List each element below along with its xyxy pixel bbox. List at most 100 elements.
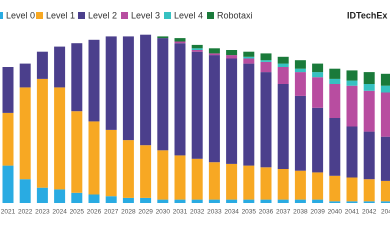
bar-segment xyxy=(243,51,255,57)
x-tick-label: 2039 xyxy=(310,209,325,216)
bar-segment xyxy=(191,199,203,203)
bar-segment xyxy=(294,68,306,73)
bar-segment xyxy=(380,73,390,86)
bar-segment xyxy=(122,36,134,141)
bar-segment xyxy=(346,201,358,203)
bar-segment xyxy=(260,167,272,200)
bar-segment xyxy=(157,38,169,151)
x-tick-label: 2035 xyxy=(242,209,257,216)
bar-segment xyxy=(243,199,255,203)
bar-segment xyxy=(243,165,255,200)
x-tick-label: 2040 xyxy=(328,209,343,216)
bar-segment xyxy=(105,36,117,130)
legend-swatch xyxy=(121,12,128,19)
bar-segment xyxy=(294,72,306,96)
bar-segment xyxy=(226,58,238,164)
bar-segment xyxy=(88,194,100,203)
bar-segment xyxy=(380,85,390,93)
bar-segment xyxy=(243,58,255,64)
bar-segment xyxy=(19,179,31,203)
legend-swatch xyxy=(207,12,214,19)
x-tick-label: 2042 xyxy=(362,209,377,216)
legend-label: Level 1 xyxy=(46,10,75,20)
legend-label: Level 4 xyxy=(174,10,203,20)
bar-segment xyxy=(277,56,289,64)
x-tick-label: 2027 xyxy=(104,209,119,216)
x-tick-label: 204 xyxy=(381,209,390,216)
bar-segment xyxy=(157,36,169,39)
bar-segment xyxy=(260,61,272,73)
bar-segment xyxy=(191,51,203,159)
bar-segment xyxy=(329,78,341,84)
bar-segment xyxy=(277,63,289,67)
legend-label: Level 3 xyxy=(131,10,160,20)
legend-swatch xyxy=(0,12,3,19)
bar-segment xyxy=(346,85,358,127)
bar-segment xyxy=(312,63,324,73)
bar-segment xyxy=(346,70,358,81)
bar-segment xyxy=(329,68,341,79)
logo: IDTechEx xyxy=(347,10,387,20)
bar-segment xyxy=(329,118,341,176)
bar-segment xyxy=(54,189,66,203)
bar-segment xyxy=(260,60,272,62)
x-tick-label: 2025 xyxy=(70,209,85,216)
bar-segment xyxy=(363,72,375,84)
x-tick-label: 2038 xyxy=(293,209,308,216)
bar-segment xyxy=(2,112,14,166)
bar-segment xyxy=(363,84,375,91)
bar-segment xyxy=(208,162,220,200)
bar-segment xyxy=(260,53,272,61)
bar-segment xyxy=(329,84,341,118)
bar-segment xyxy=(294,170,306,200)
bar-segment xyxy=(191,44,203,49)
bar-segment xyxy=(363,90,375,132)
bar-segment xyxy=(54,87,66,190)
bar-segment xyxy=(36,78,48,188)
bar-segment xyxy=(380,136,390,181)
x-tick-label: 2032 xyxy=(190,209,205,216)
x-tick-label: 2026 xyxy=(87,209,102,216)
bar-segment xyxy=(380,92,390,137)
bar-segment xyxy=(294,199,306,203)
bar-segment xyxy=(88,121,100,195)
bar-segment xyxy=(346,80,358,86)
x-tick-label: 2023 xyxy=(35,209,50,216)
x-tick-label: 2034 xyxy=(224,209,239,216)
bar-segment xyxy=(294,95,306,171)
bar-segment xyxy=(157,150,169,200)
bar-segment xyxy=(312,107,324,173)
bar-segment xyxy=(208,199,220,203)
x-tick-label: 2028 xyxy=(121,209,136,216)
bar-segment xyxy=(208,53,220,56)
x-tick-label: 2033 xyxy=(207,209,222,216)
bar-segment xyxy=(363,131,375,180)
bar-segment xyxy=(329,201,341,203)
bar-segment xyxy=(312,199,324,203)
legend-label: Robotaxi xyxy=(217,10,253,20)
bar-segment xyxy=(140,34,152,146)
legend-label: Level 2 xyxy=(88,10,117,20)
bar-segment xyxy=(122,197,134,203)
bar-segment xyxy=(105,196,117,203)
bar-segment xyxy=(260,72,272,168)
bar-segment xyxy=(140,197,152,203)
bar-segment xyxy=(208,48,220,54)
bar-segment xyxy=(19,87,31,180)
bar-segment xyxy=(19,63,31,88)
bar-segment xyxy=(346,126,358,178)
bar-segment xyxy=(191,158,203,200)
bar-segment xyxy=(226,163,238,200)
bar-segment xyxy=(140,145,152,198)
bar-segment xyxy=(174,38,186,42)
bar-segment xyxy=(2,67,14,113)
x-tick-label: 2024 xyxy=(52,209,67,216)
bar-segment xyxy=(191,48,203,50)
bar-segment xyxy=(71,192,83,203)
bar-segment xyxy=(174,155,186,200)
bar-segment xyxy=(174,43,186,156)
bar-segment xyxy=(71,43,83,112)
x-tick-label: 2031 xyxy=(173,209,188,216)
x-tick-label: 2029 xyxy=(138,209,153,216)
bar-segment xyxy=(294,60,306,69)
